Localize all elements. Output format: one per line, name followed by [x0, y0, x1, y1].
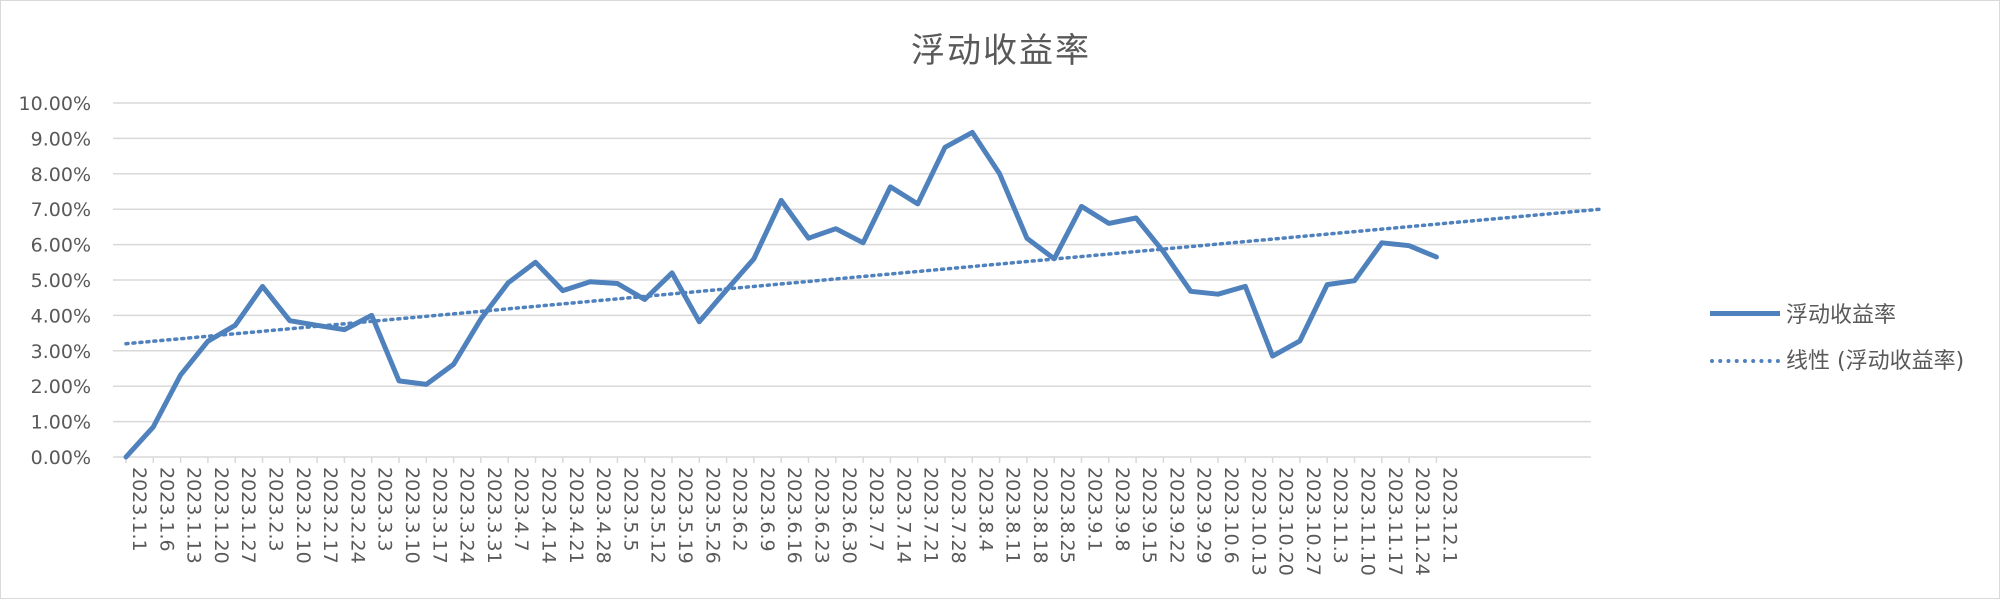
x-tick-label: 2023.9.8: [1111, 467, 1133, 552]
x-tick-label: 2023.7.21: [920, 467, 942, 564]
x-tick-label: 2023.5.26: [701, 467, 723, 564]
x-tick-label: 2023.3.31: [483, 467, 505, 564]
chart-title: 浮动收益率: [911, 31, 1091, 71]
x-tick-label: 2023.6.9: [756, 467, 778, 552]
y-tick-label: 10.00%: [19, 93, 91, 115]
x-tick-label: 2023.10.20: [1275, 467, 1297, 576]
y-tick-label: 0.00%: [31, 447, 91, 469]
x-tick-label: 2023.2.17: [319, 467, 341, 564]
legend-line-dotted-icon: [1710, 359, 1780, 363]
y-tick-label: 1.00%: [31, 412, 91, 434]
x-tick-label: 2023.10.13: [1247, 467, 1269, 576]
legend-label-trendline: 线性 (浮动收益率): [1786, 349, 1965, 374]
y-tick-label: 6.00%: [31, 235, 91, 257]
x-tick-label: 2023.5.12: [647, 467, 669, 564]
legend-label-series: 浮动收益率: [1786, 303, 1897, 328]
series-line: [123, 129, 1439, 460]
x-tick-label: 2023.10.27: [1302, 467, 1324, 576]
y-tick-label: 7.00%: [31, 199, 91, 221]
x-tick-label: 2023.3.3: [374, 467, 396, 552]
x-tick-label: 2023.3.17: [428, 467, 450, 564]
x-tick-label: 2023.3.24: [456, 467, 478, 564]
x-tick-label: 2023.9.1: [1084, 467, 1106, 552]
y-tick-label: 3.00%: [31, 341, 91, 363]
x-tick-label: 2023.8.4: [974, 467, 996, 552]
x-tick-label: 2023.2.24: [346, 467, 368, 564]
y-tick-label: 8.00%: [31, 164, 91, 186]
x-tick-label: 2023.9.15: [1138, 467, 1160, 564]
legend: 浮动收益率 线性 (浮动收益率): [1706, 293, 1996, 385]
y-tick-label: 2.00%: [31, 376, 91, 398]
x-tick-label: 2023.11.24: [1411, 467, 1433, 576]
x-tick-label: 2023.4.7: [510, 467, 532, 552]
x-tick-label: 2023.7.28: [947, 467, 969, 564]
x-tick-label: 2023.10.6: [1220, 467, 1242, 564]
x-tick-label: 2023.5.19: [674, 467, 696, 564]
legend-item-trendline: 线性 (浮动收益率): [1706, 339, 1996, 385]
x-tick-label: 2023.11.17: [1384, 467, 1406, 576]
x-tick-label: 2023.8.11: [1002, 467, 1024, 564]
x-tick-label: 2023.3.10: [401, 467, 423, 564]
x-tick-label: 2023.1.13: [183, 467, 205, 564]
y-tick-label: 4.00%: [31, 305, 91, 327]
x-tick-label: 2023.2.10: [292, 467, 314, 564]
x-tick-label: 2023.4.14: [538, 467, 560, 564]
y-tick-label: 9.00%: [31, 128, 91, 150]
x-tick-label: 2023.12.1: [1438, 467, 1460, 564]
x-tick-label: 2023.11.10: [1357, 467, 1379, 576]
x-tick-label: 2023.4.21: [565, 467, 587, 564]
x-tick-label: 2023.5.5: [619, 467, 641, 552]
x-tick-label: 2023.1.1: [128, 467, 150, 552]
x-tick-label: 2023.9.22: [1165, 467, 1187, 564]
x-tick-label: 2023.1.20: [210, 467, 232, 564]
legend-line-solid-icon: [1710, 311, 1780, 316]
trendline: [124, 207, 1602, 346]
x-tick-label: 2023.11.3: [1329, 467, 1351, 564]
x-tick-label: 2023.8.18: [1029, 467, 1051, 564]
x-tick-label: 2023.6.30: [838, 467, 860, 564]
legend-item-series: 浮动收益率: [1706, 293, 1996, 339]
x-tick-label: 2023.8.25: [1056, 467, 1078, 564]
y-tick-label: 5.00%: [31, 270, 91, 292]
x-tick-label: 2023.2.3: [265, 467, 287, 552]
x-tick-label: 2023.7.14: [892, 467, 914, 564]
x-tick-label: 2023.1.27: [237, 467, 259, 564]
x-tick-label: 2023.1.6: [155, 467, 177, 552]
x-tick-label: 2023.6.2: [729, 467, 751, 552]
x-tick-label: 2023.9.29: [1193, 467, 1215, 564]
x-tick-label: 2023.6.23: [811, 467, 833, 564]
x-tick-label: 2023.7.7: [865, 467, 887, 552]
x-tick-label: 2023.4.28: [592, 467, 614, 564]
x-tick-label: 2023.6.16: [783, 467, 805, 564]
